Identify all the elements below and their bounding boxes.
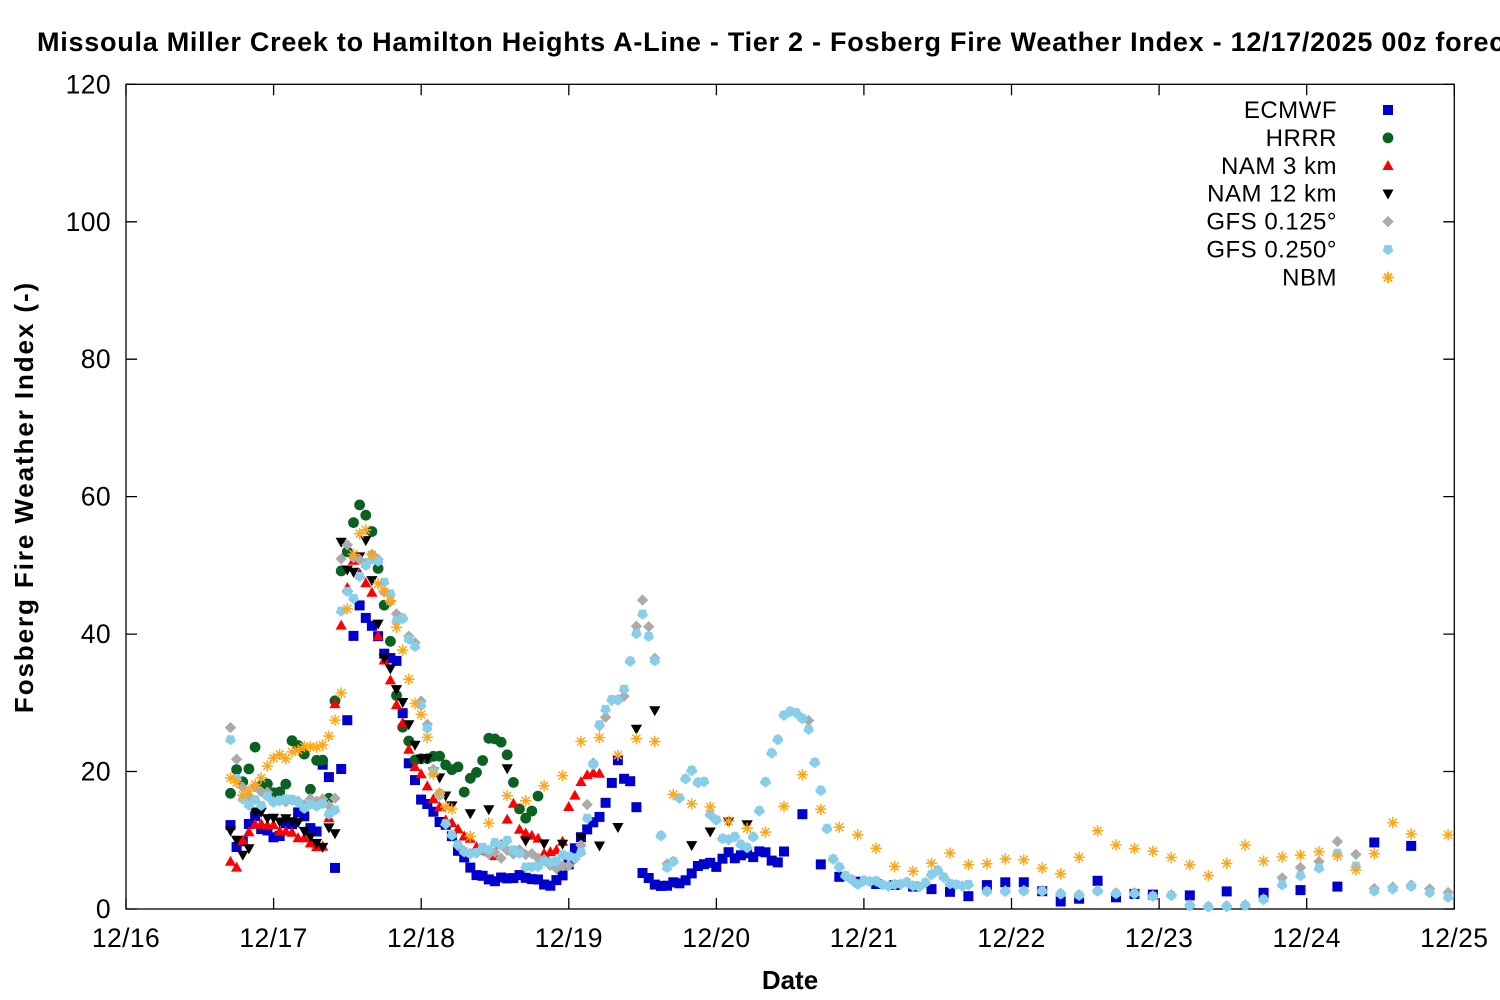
svg-text:12/23: 12/23 <box>1125 923 1193 953</box>
svg-text:12/25: 12/25 <box>1420 923 1488 953</box>
svg-text:GFS 0.125°: GFS 0.125° <box>1206 209 1337 236</box>
svg-text:12/16: 12/16 <box>92 923 160 953</box>
svg-text:Date: Date <box>762 965 818 995</box>
svg-text:20: 20 <box>81 757 111 787</box>
svg-text:Missoula Miller Creek to Hamil: Missoula Miller Creek to Hamilton Height… <box>37 27 1500 57</box>
svg-text:12/20: 12/20 <box>682 923 750 953</box>
svg-text:12/17: 12/17 <box>239 923 307 953</box>
svg-text:Fosberg Fire Weather Index (-): Fosberg Fire Weather Index (-) <box>9 281 39 713</box>
svg-text:GFS 0.250°: GFS 0.250° <box>1206 237 1337 264</box>
svg-text:12/24: 12/24 <box>1273 923 1341 953</box>
svg-text:12/18: 12/18 <box>387 923 455 953</box>
svg-text:60: 60 <box>81 482 111 512</box>
svg-text:40: 40 <box>81 619 111 649</box>
svg-text:12/19: 12/19 <box>535 923 603 953</box>
svg-text:ECMWF: ECMWF <box>1244 97 1337 124</box>
svg-text:100: 100 <box>66 207 111 237</box>
svg-text:NAM 3 km: NAM 3 km <box>1221 153 1337 180</box>
svg-text:HRRR: HRRR <box>1266 125 1337 152</box>
svg-text:80: 80 <box>81 344 111 374</box>
svg-text:0: 0 <box>96 894 111 924</box>
svg-text:NBM: NBM <box>1282 264 1337 291</box>
svg-text:NAM 12 km: NAM 12 km <box>1207 181 1337 208</box>
svg-text:120: 120 <box>66 69 111 99</box>
svg-text:12/22: 12/22 <box>977 923 1045 953</box>
svg-text:12/21: 12/21 <box>830 923 898 953</box>
